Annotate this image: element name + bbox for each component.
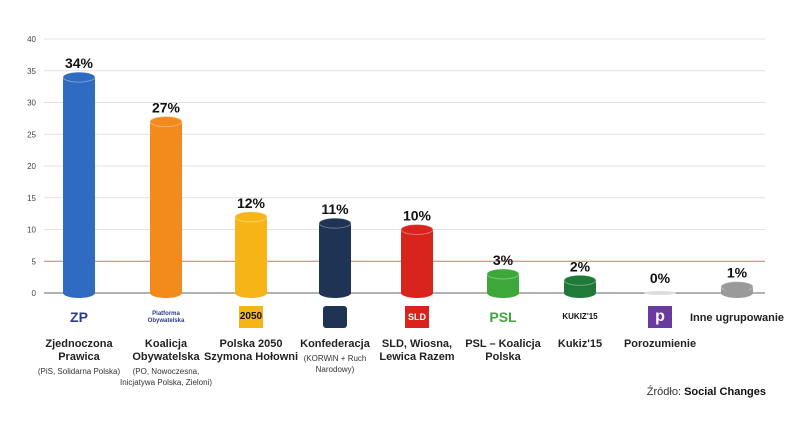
party-logo-icon: Platforma Obywatelska: [147, 311, 185, 324]
category-name: Polska 2050 Szymona Hołowni: [203, 338, 299, 363]
bar-base: [63, 288, 95, 298]
party-logo-icon: PSL: [489, 309, 517, 325]
bar-base: [721, 288, 753, 298]
bar-base: [644, 291, 676, 295]
data-label: 34%: [65, 55, 94, 71]
bar-top: [563, 274, 597, 286]
y-tick-label: 35: [27, 67, 36, 76]
y-tick-label: 20: [27, 162, 36, 171]
party-logo-icon: 2050: [239, 306, 263, 328]
party-logo-icon: SLD: [405, 306, 429, 328]
bar-top: [400, 224, 434, 235]
category-name: SLD, Wiosna, Lewica Razem: [379, 338, 455, 363]
category-name: Konfederacja: [300, 338, 370, 350]
category-name: Inne ugrupowanie: [689, 312, 785, 324]
category-label: Kukiz'15: [530, 338, 630, 351]
party-logo-icon: KUKIZ'15: [562, 312, 598, 321]
source-prefix: Źródło:: [646, 386, 682, 398]
bar: [487, 273, 519, 293]
y-tick-label: 15: [27, 194, 36, 203]
bar-base: [235, 288, 267, 298]
bar: [319, 223, 351, 293]
bar-base: [319, 288, 351, 298]
bar: [150, 121, 182, 293]
category-name: Porozumienie: [623, 338, 697, 350]
bar-base: [401, 288, 433, 298]
category-subtitle: (PO, Nowoczesna, Inicjatywa Polska, Ziel…: [119, 367, 213, 387]
category-label: Koalicja Obywatelska (PO, Nowoczesna, Ini…: [116, 338, 216, 388]
bar-top: [149, 116, 183, 128]
data-label: 12%: [237, 195, 266, 211]
y-tick-label: 25: [27, 130, 36, 139]
source-name: Social Changes: [684, 386, 766, 398]
data-label: 2%: [570, 258, 591, 274]
bar-top: [234, 211, 268, 223]
bar: [401, 229, 433, 293]
source-note: Źródło: Social Changes: [647, 386, 766, 398]
data-label: 11%: [321, 201, 349, 217]
data-label: 10%: [403, 208, 432, 224]
category-label: PSL – Koalicja Polska: [453, 338, 553, 364]
data-label: 1%: [727, 265, 748, 281]
category-name: Kukiz'15: [557, 338, 603, 350]
konfederacja-logo-icon: [323, 306, 347, 328]
party-logo-icon: p: [648, 306, 672, 328]
bar-top: [318, 217, 352, 229]
y-tick-label: 10: [27, 226, 36, 235]
category-label: SLD, Wiosna, Lewica Razem: [367, 338, 467, 364]
category-subtitle: (KORWiN + Ruch Narodowy): [303, 354, 367, 374]
bar-base: [487, 288, 519, 298]
y-tick-label: 0: [32, 289, 37, 298]
bar-base: [150, 288, 182, 298]
bar: [235, 216, 267, 293]
bar-top: [62, 71, 96, 83]
category-label: Polska 2050 Szymona Hołowni: [201, 338, 301, 364]
category-name: PSL – Koalicja Polska: [465, 338, 541, 363]
category-name: Koalicja Obywatelska: [132, 338, 200, 363]
data-label: 27%: [152, 100, 181, 116]
y-tick-label: 30: [27, 99, 36, 108]
bar-top: [486, 268, 520, 280]
category-label: Inne ugrupowanie: [687, 312, 787, 325]
data-label: 0%: [650, 270, 671, 286]
party-logo-icon: ZP: [70, 309, 88, 325]
category-label: Konfederacja (KORWiN + Ruch Narodowy): [285, 338, 385, 375]
category-label: Porozumienie: [610, 338, 710, 351]
category-label: Zjednoczona Prawica (PiS, Solidarna Polsk…: [29, 338, 129, 377]
bar-base: [564, 288, 596, 298]
bar: [63, 77, 95, 293]
y-tick-label: 40: [27, 35, 36, 44]
y-tick-label: 5: [32, 257, 37, 266]
data-label: 3%: [493, 252, 514, 268]
category-subtitle: (PiS, Solidarna Polska): [37, 367, 121, 376]
category-name: Zjednoczona Prawica: [45, 338, 113, 363]
